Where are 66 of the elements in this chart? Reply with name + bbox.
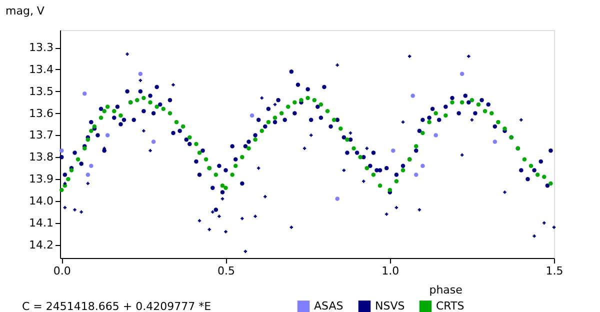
point [335, 196, 340, 201]
y-tick-label: 13.5 [29, 84, 54, 98]
text: C = 2451418.665 + 0.4209777 *E [22, 300, 212, 312]
point [211, 210, 214, 214]
point [434, 133, 438, 138]
point [336, 63, 339, 67]
y-tick-label: 13.8 [29, 150, 54, 164]
point [385, 212, 388, 216]
point [532, 234, 536, 238]
x-tick-label: 1.0 [382, 264, 400, 278]
point [105, 133, 110, 138]
point [60, 148, 64, 153]
x-axis-title: phase [429, 284, 463, 296]
point [503, 190, 506, 194]
point [151, 140, 156, 144]
y-tick-label: 14.2 [29, 238, 54, 252]
y-tick-label: 13.3 [29, 41, 54, 54]
point [126, 52, 129, 56]
point [172, 83, 175, 86]
y-tick-label: 14.1 [29, 216, 54, 230]
point [391, 148, 396, 153]
point [198, 219, 202, 222]
y-tick-label: 13.6 [29, 106, 54, 120]
legend-label: CRTS [436, 300, 464, 312]
point [264, 195, 267, 198]
point [138, 72, 143, 76]
x-tick-label: 1.5 [546, 264, 564, 278]
point [89, 164, 94, 168]
point [254, 214, 257, 218]
point [148, 148, 152, 152]
point [82, 91, 87, 96]
point [492, 140, 498, 144]
point [467, 54, 470, 58]
point [520, 118, 523, 122]
point [240, 216, 244, 220]
point [260, 96, 264, 100]
y-tick-label: 14.0 [29, 194, 54, 208]
point [552, 226, 556, 229]
point [250, 113, 254, 118]
point [220, 197, 224, 200]
legend-label: NSVS [375, 300, 405, 312]
point [542, 221, 546, 225]
point [420, 164, 425, 168]
point [80, 210, 83, 214]
point [362, 180, 366, 183]
point [342, 168, 346, 172]
point [142, 129, 146, 132]
point [460, 72, 464, 76]
point [418, 208, 422, 212]
legend-label: ASAS [314, 300, 344, 312]
y-tick-label: 13.7 [29, 128, 54, 142]
y-tick-label: 13.4 [29, 62, 54, 76]
y-tick-label: 13.9 [29, 172, 54, 186]
y-axis-title: mag, V [6, 4, 45, 18]
point [414, 172, 418, 177]
point [218, 214, 221, 218]
point [310, 134, 313, 137]
point [73, 208, 76, 212]
x-tick-label: 0.0 [53, 264, 71, 278]
point [224, 230, 228, 234]
point [208, 228, 211, 232]
point [408, 54, 412, 58]
point [86, 172, 90, 177]
point [290, 226, 293, 229]
x-tick-label: 0.5 [218, 264, 236, 278]
point [410, 94, 415, 98]
